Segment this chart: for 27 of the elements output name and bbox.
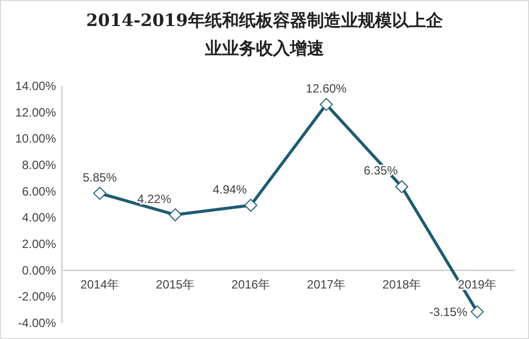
data-label: 12.60%	[306, 81, 347, 96]
data-label: 5.85%	[82, 170, 118, 184]
point	[395, 180, 408, 194]
y-tick-label: 10.00%	[15, 132, 56, 146]
y-tick-label: 2.00%	[22, 237, 56, 251]
point	[244, 198, 258, 212]
point	[470, 305, 484, 318]
y-tick-label: -2.00%	[18, 290, 56, 304]
y-tick-label: 8.00%	[22, 158, 56, 172]
data-label: -3.15%	[429, 304, 468, 319]
point	[320, 98, 333, 111]
point	[93, 186, 106, 200]
chart-title: 2014-2019年纸和纸板容器制造业规模以上企业业务收入增速	[86, 11, 444, 59]
x-tick-label: 2015年	[156, 277, 195, 292]
y-tick-label: 4.00%	[22, 210, 56, 225]
y-tick-label: 0.00%	[22, 263, 56, 278]
y-tick-label: 14.00%	[15, 79, 56, 93]
data-label: 4.94%	[212, 182, 248, 196]
data-label: 4.22%	[137, 192, 172, 206]
x-tick-label: 2017年	[306, 277, 346, 292]
point	[168, 208, 182, 222]
x-tick-label: 2018年	[382, 277, 422, 292]
x-tick-label: 2014年	[80, 277, 120, 292]
y-tick-label: -4.00%	[18, 316, 56, 330]
x-tick-label: 2016年	[231, 277, 270, 292]
y-tick-label: 12.00%	[15, 105, 56, 120]
y-tick-label: 6.00%	[22, 184, 56, 198]
